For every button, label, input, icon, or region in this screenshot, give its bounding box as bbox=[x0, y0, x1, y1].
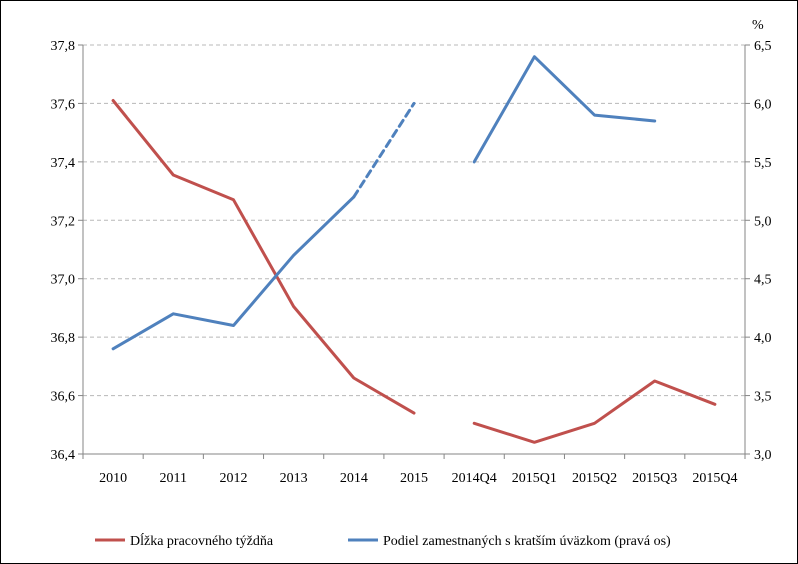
series-1-line bbox=[472, 55, 657, 164]
x-tick-label: 2013 bbox=[280, 471, 308, 486]
left-tick-label: 37,8 bbox=[51, 39, 76, 54]
x-tick-label: 2010 bbox=[99, 471, 127, 486]
axes: 36,4 36,6 36,8 37,0 37,2 37,4 37,6 37,8 3,0 3,5 4,… bbox=[51, 18, 772, 486]
x-tick-label: 2015Q1 bbox=[512, 471, 557, 486]
series-0-line bbox=[472, 379, 717, 444]
x-tick-label: 2015 bbox=[400, 471, 428, 486]
left-tick-label: 37,2 bbox=[51, 214, 76, 229]
left-tick-label: 36,4 bbox=[51, 448, 76, 463]
legend-label-0: Dĺžka pracovného týždňa bbox=[130, 532, 274, 549]
x-tick-label: 2015Q2 bbox=[572, 471, 617, 486]
series-1-line bbox=[111, 195, 356, 351]
right-tick-label: 4,5 bbox=[754, 273, 772, 288]
left-tick-label: 37,6 bbox=[51, 97, 76, 112]
x-tick-label: 2015Q3 bbox=[632, 471, 677, 486]
x-tick-label: 2011 bbox=[160, 471, 187, 486]
right-tick-label: 3,5 bbox=[754, 390, 772, 405]
legend: Dĺžka pracovného týždňa Podiel zamestnaný… bbox=[95, 532, 671, 549]
x-tick-label: 2014Q4 bbox=[452, 471, 497, 486]
left-tick-label: 37,0 bbox=[51, 273, 76, 288]
legend-label-1: Podiel zamestnaných s kratším úväzkom (p… bbox=[383, 534, 671, 549]
left-tick-label: 37,4 bbox=[51, 156, 76, 171]
right-tick-label: 3,0 bbox=[754, 448, 772, 463]
left-tick-label: 36,8 bbox=[51, 331, 76, 346]
x-tick-label: 2012 bbox=[219, 471, 247, 486]
left-tick-label: 36,6 bbox=[51, 390, 76, 405]
series-1-line-dashed bbox=[352, 101, 416, 199]
right-axis-label: % bbox=[752, 18, 764, 33]
right-tick-label: 5,0 bbox=[754, 214, 772, 229]
x-tick-label: 2015Q4 bbox=[692, 471, 737, 486]
gridlines bbox=[83, 44, 745, 397]
right-tick-label: 4,0 bbox=[754, 331, 772, 346]
right-tick-label: 5,5 bbox=[754, 156, 772, 171]
series bbox=[111, 55, 717, 444]
series-0-line bbox=[111, 99, 416, 415]
right-tick-label: 6,5 bbox=[754, 39, 772, 54]
right-tick-label: 6,0 bbox=[754, 97, 772, 112]
x-tick-label: 2014 bbox=[340, 471, 368, 486]
